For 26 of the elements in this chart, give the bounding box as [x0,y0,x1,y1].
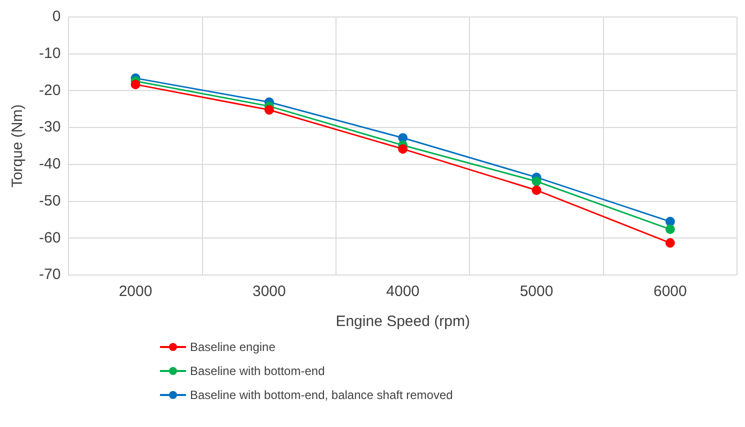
y-tick-label: -50 [38,192,61,210]
legend-label: Baseline engine [190,340,276,354]
y-tick-label: -30 [38,118,61,136]
x-tick-label: 3000 [252,283,286,300]
point [264,105,274,115]
point [665,216,675,226]
y-tick-label: -40 [38,156,61,173]
legend-label: Baseline with bottom-end, balance shaft removed [190,388,453,402]
legend-label: Baseline with bottom-end [190,364,325,378]
y-tick-label: -20 [38,82,61,99]
point [665,238,675,248]
point [532,185,542,195]
y-axis-title: Torque (Nm) [9,104,26,188]
point [398,144,408,154]
y-tick-label: -60 [38,229,61,246]
y-tick-label: 0 [52,8,61,26]
point [665,224,675,234]
x-tick-label: 6000 [653,283,687,300]
point [130,80,140,90]
x-tick-label: 5000 [520,283,554,300]
x-tick-label: 2000 [118,283,152,300]
x-tick-label: 4000 [386,283,420,300]
x-axis-title: Engine Speed (rpm) [336,313,470,330]
y-tick-label: -10 [38,45,61,62]
point [532,176,542,186]
y-tick-label: -70 [38,266,61,284]
